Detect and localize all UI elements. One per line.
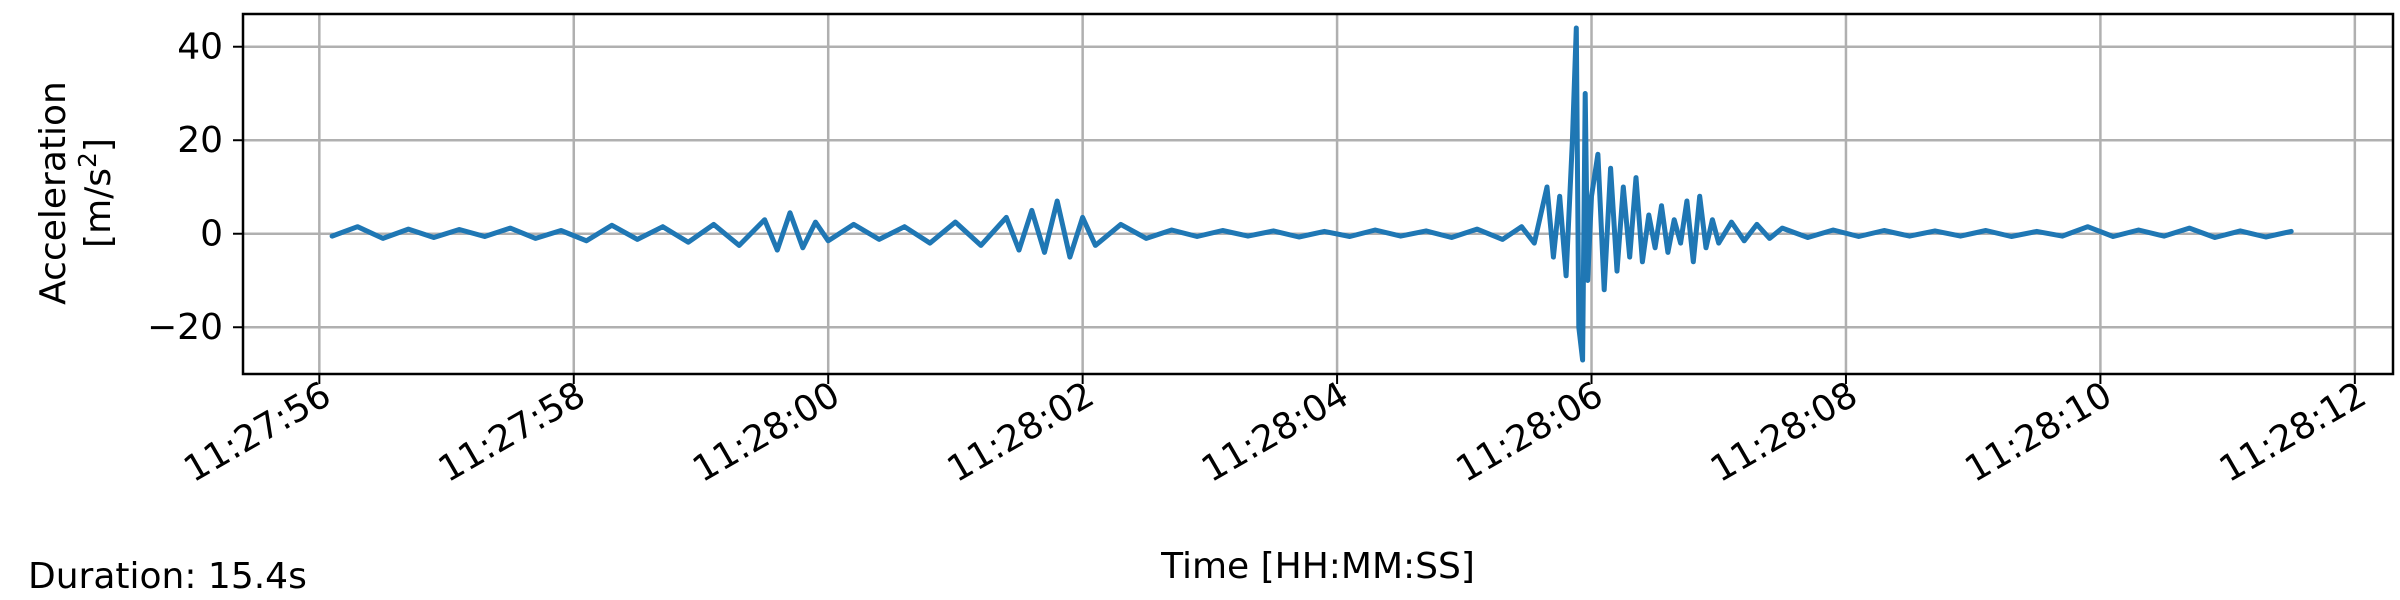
x-tick-label: 11:28:06 xyxy=(1449,374,1610,490)
plot-frame xyxy=(241,12,2395,376)
x-tick-label: 11:28:04 xyxy=(1195,374,1356,490)
y-tick-label: 20 xyxy=(177,120,223,161)
y-axis-label-unit: [m/s xyxy=(78,168,119,248)
acceleration-series-line xyxy=(329,25,2294,363)
series-layer xyxy=(329,25,2294,363)
grid xyxy=(243,14,2393,374)
y-axis-label-exponent: 2 xyxy=(73,152,102,168)
x-tick-label: 11:28:12 xyxy=(2213,374,2374,490)
y-axis-label-close: ] xyxy=(78,138,119,152)
y-tick-label: 40 xyxy=(177,27,223,68)
x-tick-label: 11:28:08 xyxy=(1704,374,1865,490)
x-tick-label: 11:28:02 xyxy=(941,374,1102,490)
x-tick-label: 11:27:56 xyxy=(177,374,338,490)
y-tick-label: −20 xyxy=(147,307,223,348)
duration-annotation: Duration: 15.4s xyxy=(28,556,307,597)
x-tick-label: 11:28:00 xyxy=(686,374,847,490)
ticks: 40 20 0 −20 11:27:56 11:27:58 11:28:00 11:28:02… xyxy=(147,27,2373,491)
y-tick-label: 0 xyxy=(200,214,223,255)
x-axis-label: Time [HH:MM:SS] xyxy=(1160,546,1475,587)
x-tick-label: 11:27:58 xyxy=(432,374,593,490)
y-axis-label: Acceleration [m/s2] xyxy=(33,81,119,305)
x-tick-label: 11:28:10 xyxy=(1958,374,2119,490)
y-axis-label-line1: Acceleration xyxy=(33,81,74,305)
y-axis-label-line2: [m/s2] xyxy=(73,138,119,248)
